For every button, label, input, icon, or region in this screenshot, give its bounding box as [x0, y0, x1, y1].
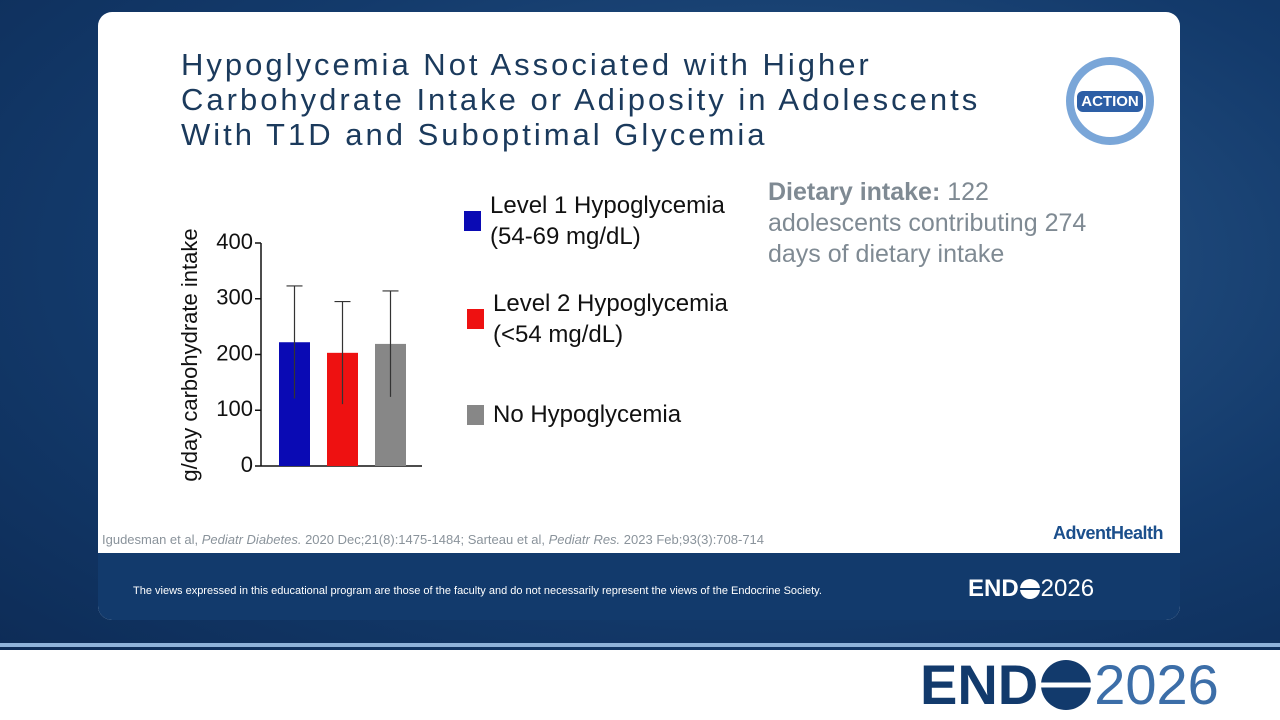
legend-label: Level 1 Hypoglycemia (54-69 mg/dL) — [490, 192, 725, 250]
cite-part: 2020 Dec;21(8):1475-1484; Sarteau et al, — [301, 532, 549, 547]
note-bold: Dietary intake: — [768, 178, 941, 206]
action-logo: ACTION — [1066, 57, 1154, 145]
legend-label: Level 2 Hypoglycemia (<54 mg/dL) — [493, 290, 728, 348]
y-tick-label: 200 — [216, 340, 253, 365]
endo-word: END — [920, 653, 1039, 716]
legend-label: No Hypoglycemia — [493, 401, 682, 428]
disclaimer: The views expressed in this educational … — [133, 585, 822, 597]
y-tick-label: 0 — [241, 452, 253, 477]
globe — [1041, 659, 1092, 710]
error-bar — [334, 300, 351, 405]
endo-logo: END 2026 — [920, 652, 1219, 717]
citation: Igudesman et al, Pediatr Diabetes. 2020 … — [102, 532, 764, 547]
cite-journal: Pediatr Diabetes. — [201, 532, 302, 547]
endo-word: END — [968, 575, 1019, 602]
error-bar — [382, 290, 399, 397]
divider — [0, 643, 1280, 647]
cite-part: 2023 Feb;93(3):708-714 — [620, 532, 765, 547]
title-line: With T1D and Suboptimal Glycemia — [181, 117, 768, 152]
y-tick-label: 400 — [216, 229, 253, 254]
footer-bar: END 2026 — [0, 650, 1280, 720]
logo-text: ACTION — [1077, 90, 1143, 112]
legend-swatch — [467, 309, 484, 329]
y-tick-label: 100 — [216, 396, 253, 421]
endo-logo-small: END 2026 — [968, 575, 1094, 603]
title-line: Hypoglycemia Not Associated with Higher — [181, 47, 872, 82]
cite-journal: Pediatr Res. — [548, 532, 621, 547]
y-tick-label: 300 — [216, 285, 253, 310]
endo-year: 2026 — [1040, 575, 1095, 602]
cite-part: Igudesman et al, — [102, 532, 202, 547]
footer-band — [98, 553, 1180, 620]
y-axis-label: g/day carbohydrate intake — [177, 228, 202, 481]
endo-year: 2026 — [1094, 653, 1219, 716]
note-text: 122 adolescents contributing 274 days of… — [768, 178, 1087, 268]
legend-swatch — [464, 211, 481, 231]
note: Dietary intake: 122 adolescents contribu… — [768, 177, 1088, 270]
error-bar — [286, 285, 303, 399]
slide: Hypoglycemia Not Associated with Higher … — [98, 12, 1180, 620]
sponsor-logo: AdventHealth — [1053, 523, 1164, 543]
legend-swatch — [467, 404, 484, 425]
globe — [1019, 579, 1040, 599]
title-line: Carbohydrate Intake or Adiposity in Adol… — [181, 82, 981, 117]
